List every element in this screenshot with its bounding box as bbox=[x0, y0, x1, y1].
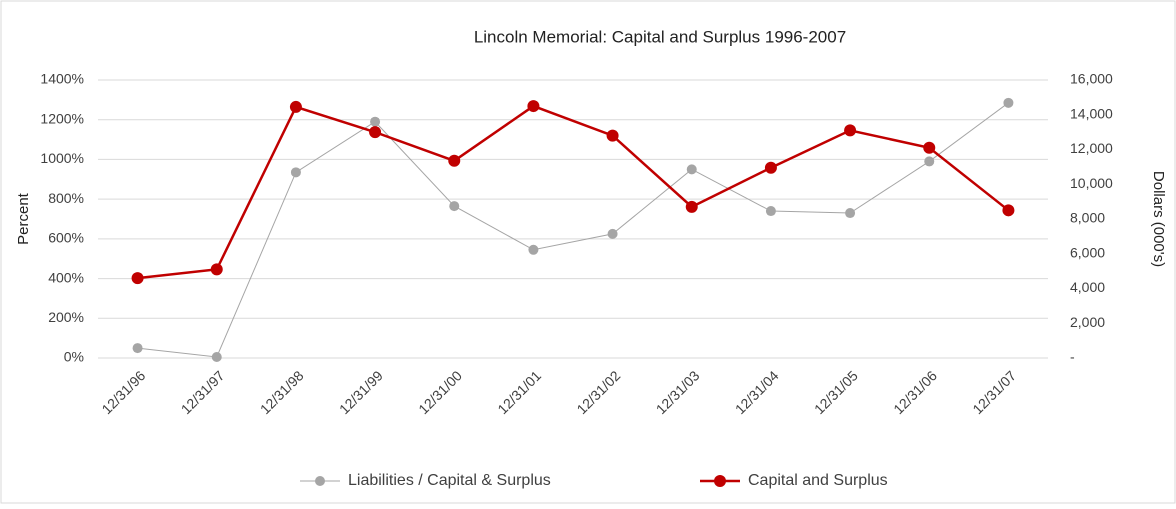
series-marker bbox=[210, 263, 223, 276]
series-marker bbox=[845, 208, 856, 219]
y-tick-label: 400% bbox=[48, 269, 84, 285]
legend-label: Capital and Surplus bbox=[748, 472, 888, 489]
y2-tick-label: 6,000 bbox=[1070, 244, 1105, 260]
series-marker bbox=[1003, 97, 1014, 108]
y2-tick-label: 12,000 bbox=[1070, 140, 1113, 156]
y2-tick-label: - bbox=[1070, 349, 1075, 365]
series-marker bbox=[132, 343, 143, 354]
y-tick-label: 1000% bbox=[40, 150, 84, 166]
y2-axis-title: Dollars (000's) bbox=[1150, 171, 1167, 267]
y2-tick-label: 14,000 bbox=[1070, 105, 1113, 121]
y2-tick-label: 4,000 bbox=[1070, 279, 1105, 295]
series-marker bbox=[685, 200, 698, 213]
series-marker bbox=[449, 201, 460, 212]
series-marker bbox=[924, 156, 935, 167]
series-line bbox=[137, 102, 1009, 358]
series-marker bbox=[211, 352, 222, 363]
y-tick-label: 800% bbox=[48, 190, 84, 206]
series-marker bbox=[528, 244, 539, 255]
y-tick-label: 200% bbox=[48, 309, 84, 325]
legend-swatch-marker bbox=[714, 475, 726, 487]
series-marker bbox=[289, 100, 302, 113]
y-tick-label: 600% bbox=[48, 230, 84, 246]
series-marker bbox=[1002, 204, 1015, 217]
y-tick-label: 1200% bbox=[40, 110, 84, 126]
chart-title: Lincoln Memorial: Capital and Surplus 19… bbox=[474, 27, 846, 46]
series-marker bbox=[527, 100, 540, 113]
series-marker bbox=[369, 126, 382, 139]
series-line bbox=[137, 104, 1010, 280]
series-marker bbox=[131, 272, 144, 285]
series-marker bbox=[765, 206, 776, 217]
series-marker bbox=[448, 154, 461, 167]
y-tick-label: 1400% bbox=[40, 71, 84, 87]
legend-swatch-marker bbox=[315, 476, 325, 486]
y2-tick-label: 16,000 bbox=[1070, 71, 1113, 87]
series-marker bbox=[844, 124, 857, 137]
y-tick-label: 0% bbox=[64, 349, 84, 365]
series-marker bbox=[370, 116, 381, 127]
series-marker bbox=[290, 167, 301, 178]
series-marker bbox=[686, 164, 697, 175]
y2-tick-label: 10,000 bbox=[1070, 175, 1113, 191]
series-marker bbox=[764, 161, 777, 174]
series-marker bbox=[606, 129, 619, 142]
series-marker bbox=[607, 228, 618, 239]
legend-label: Liabilities / Capital & Surplus bbox=[348, 472, 551, 489]
y-axis-title: Percent bbox=[15, 192, 32, 245]
y2-tick-label: 8,000 bbox=[1070, 210, 1105, 226]
series-marker bbox=[923, 141, 936, 154]
y2-tick-label: 2,000 bbox=[1070, 314, 1105, 330]
